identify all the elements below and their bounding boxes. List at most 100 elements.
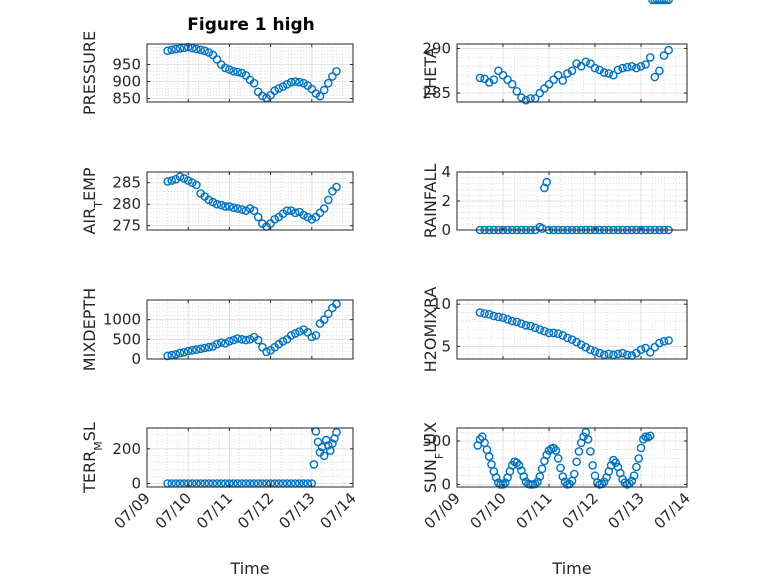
data-point <box>204 195 214 205</box>
y-tick-label: 900 <box>112 73 141 91</box>
data-point <box>533 477 542 487</box>
y-tick-label: 2 <box>441 192 451 210</box>
data-point <box>196 45 205 55</box>
series-markers <box>473 0 673 489</box>
data-point <box>220 338 230 348</box>
y-tick-label: 10 <box>432 295 451 313</box>
data-point <box>171 349 181 359</box>
data-point <box>632 462 641 472</box>
x-axis-label: Time <box>229 559 269 578</box>
data-point <box>286 331 296 340</box>
data-point <box>579 432 588 442</box>
data-point <box>245 204 255 213</box>
data-point <box>323 309 333 319</box>
y-tick-label: 0 <box>131 350 141 368</box>
data-point <box>208 342 218 351</box>
data-point <box>553 70 563 80</box>
y-tick-label: 0 <box>441 475 451 493</box>
axes-box <box>146 171 354 231</box>
figure-title: Figure 1 high <box>187 15 315 35</box>
data-point <box>204 342 214 352</box>
data-point <box>270 214 280 224</box>
y-tick-label: 4 <box>441 163 451 181</box>
data-point <box>216 338 226 347</box>
data-point <box>664 0 673 5</box>
data-point <box>542 450 552 460</box>
data-point <box>586 447 595 456</box>
data-point <box>323 78 333 88</box>
data-point <box>609 455 618 465</box>
data-point <box>535 325 545 334</box>
data-point <box>558 472 568 481</box>
y-tick-label: 275 <box>112 217 141 235</box>
data-point <box>200 46 209 56</box>
data-point <box>319 85 329 95</box>
data-point <box>643 433 653 442</box>
y-axis-label: MIXDEPTH <box>80 288 99 371</box>
data-point <box>636 62 646 71</box>
data-point <box>586 59 595 68</box>
data-point <box>332 427 341 437</box>
data-point <box>290 208 300 218</box>
data-point <box>262 347 271 357</box>
axes-box <box>146 299 354 360</box>
data-point <box>484 309 494 319</box>
data-point <box>517 319 526 328</box>
series-markers <box>475 45 673 105</box>
data-point <box>581 57 591 67</box>
axes-box <box>456 43 688 103</box>
data-point <box>632 63 641 73</box>
data-point <box>323 195 333 205</box>
y-axis-label: RAINFALL <box>421 164 440 239</box>
data-point <box>567 66 577 76</box>
data-point <box>664 45 673 55</box>
data-point <box>163 46 172 56</box>
data-point <box>319 315 329 325</box>
data-point <box>233 334 242 343</box>
data-point <box>233 67 242 77</box>
data-point <box>290 329 300 338</box>
data-point <box>553 329 563 339</box>
data-point <box>278 82 288 91</box>
data-point <box>187 178 197 187</box>
y-tick-label: 5 <box>441 337 451 355</box>
data-point <box>175 172 185 181</box>
data-point <box>563 333 572 343</box>
data-point <box>274 84 284 93</box>
data-point <box>282 80 292 89</box>
data-point <box>588 460 598 470</box>
data-point <box>299 210 308 220</box>
data-point <box>249 206 259 215</box>
data-point <box>319 451 329 461</box>
y-tick-label: 280 <box>112 195 141 213</box>
data-point <box>475 308 485 317</box>
data-point <box>187 345 197 355</box>
data-point <box>286 206 296 215</box>
axes-box <box>146 43 354 103</box>
plot-area <box>147 428 353 487</box>
y-tick-label: 950 <box>112 55 141 73</box>
data-point <box>332 67 341 76</box>
data-point <box>192 180 201 190</box>
data-point <box>583 434 593 444</box>
data-point <box>636 443 646 453</box>
data-point <box>611 458 621 468</box>
data-point <box>655 66 664 76</box>
axes-box <box>456 299 688 360</box>
data-point <box>641 343 650 353</box>
data-point <box>558 76 568 85</box>
data-point <box>599 68 609 77</box>
data-point <box>530 323 540 333</box>
data-point <box>627 476 637 486</box>
data-point <box>586 345 595 355</box>
y-axis-label: AIRTEMP <box>80 167 105 234</box>
data-point <box>622 350 632 360</box>
data-point <box>650 342 660 352</box>
data-point <box>622 62 632 72</box>
data-point <box>526 321 535 331</box>
data-point <box>618 63 627 73</box>
y-axis-label: PRESSURE <box>80 31 99 115</box>
data-point <box>618 348 627 358</box>
